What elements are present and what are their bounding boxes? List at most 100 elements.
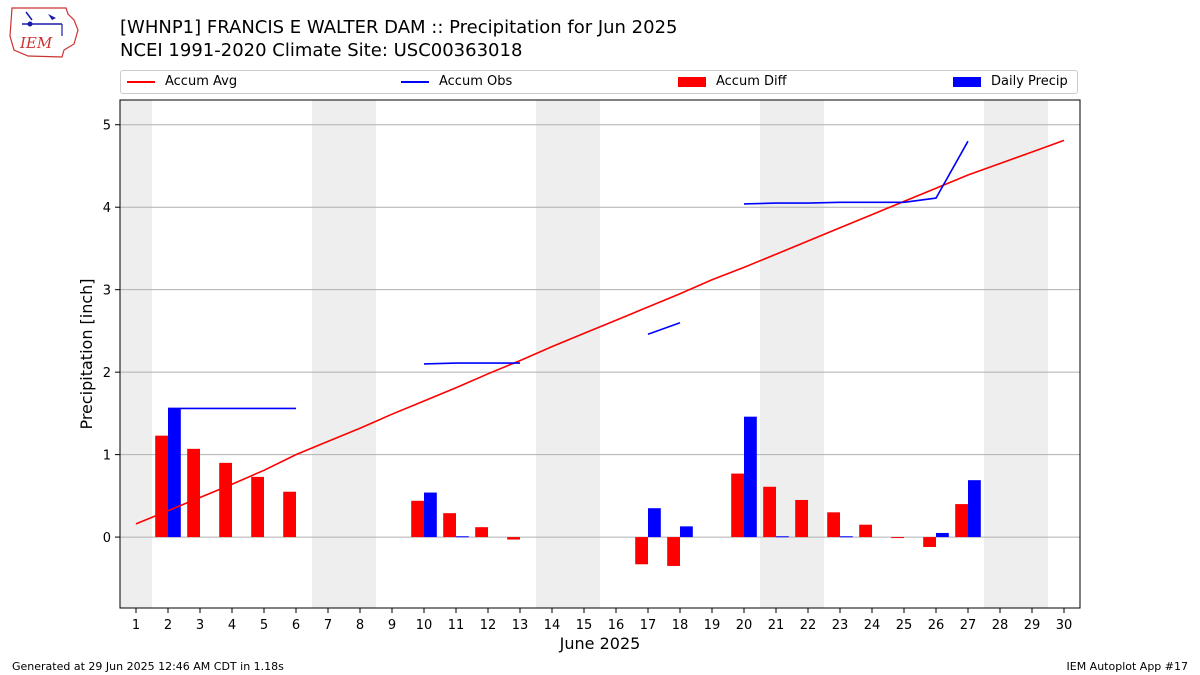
diff-bar (923, 537, 936, 547)
diff-bar (187, 448, 200, 538)
x-tick-label: 9 (388, 618, 396, 633)
x-tick-label: 10 (416, 618, 433, 633)
daily-precip-bar (776, 536, 789, 538)
x-tick-label: 22 (800, 618, 817, 633)
x-tick-label: 17 (640, 618, 657, 633)
y-tick-label: 0 (103, 531, 111, 546)
daily-precip-bar (680, 526, 693, 538)
daily-precip-bar (424, 492, 437, 538)
x-tick-label: 30 (1056, 618, 1073, 633)
diff-bar (667, 537, 680, 566)
footer-app: IEM Autoplot App #17 (1066, 660, 1189, 673)
x-tick-label: 26 (928, 618, 945, 633)
iem-logo: IEM (9, 7, 79, 58)
diff-bar (475, 527, 488, 538)
diff-bar (443, 513, 456, 538)
diff-bar (827, 512, 840, 538)
legend-label-accum-obs: Accum Obs (439, 74, 513, 89)
diff-bar (795, 499, 808, 538)
bars (155, 408, 981, 566)
legend-label-accum-diff: Accum Diff (716, 74, 787, 89)
x-tick-label: 3 (196, 618, 204, 633)
daily-precip-bar (456, 536, 469, 538)
x-tick-label: 8 (356, 618, 364, 633)
diff-bar (219, 462, 232, 538)
diff-bar (155, 435, 168, 538)
x-tick-label: 21 (768, 618, 785, 633)
diff-bar (763, 486, 776, 538)
x-tick-label: 23 (832, 618, 849, 633)
chart-title: [WHNP1] FRANCIS E WALTER DAM :: Precipit… (120, 17, 678, 38)
y-tick-label: 4 (103, 201, 111, 216)
y-tick-label: 1 (103, 449, 111, 464)
weekend-band (536, 100, 600, 608)
x-tick-label: 1 (132, 618, 140, 633)
diff-bar (251, 476, 264, 538)
gridlines (120, 124, 1080, 538)
chart-subtitle: NCEI 1991-2020 Climate Site: USC00363018 (120, 40, 523, 61)
diff-bar (283, 491, 296, 538)
footer-generated: Generated at 29 Jun 2025 12:46 AM CDT in… (12, 660, 284, 673)
plot-frame (119, 99, 1081, 609)
legend-swatch-daily-precip (953, 76, 981, 87)
x-tick-label: 6 (292, 618, 300, 633)
diff-bar (731, 473, 744, 538)
legend-item-daily-precip: Daily Precip (953, 74, 1068, 89)
x-axis-label: June 2025 (559, 634, 641, 653)
x-tick-label: 15 (576, 618, 593, 633)
legend-item-accum-diff: Accum Diff (678, 74, 787, 89)
daily-precip-bar (968, 480, 981, 538)
x-tick-label: 12 (480, 618, 497, 633)
x-tick-label: 11 (448, 618, 465, 633)
legend-swatch-accum-avg (127, 80, 155, 83)
y-tick-label: 3 (103, 284, 111, 299)
legend-item-accum-obs: Accum Obs (401, 74, 512, 89)
weekend-bands (120, 100, 1048, 608)
y-axis-label: Precipitation [inch] (77, 278, 96, 429)
x-tick-label: 16 (608, 618, 625, 633)
x-tick-label: 29 (1024, 618, 1041, 633)
legend-label-accum-avg: Accum Avg (165, 74, 238, 89)
legend-item-accum-avg: Accum Avg (127, 74, 237, 89)
weekend-band (984, 100, 1048, 608)
daily-precip-bar (168, 408, 181, 538)
daily-precip-bar (840, 536, 853, 538)
x-tick-label: 25 (896, 618, 913, 633)
x-tick-label: 4 (228, 618, 236, 633)
accum-obs-line (423, 362, 520, 365)
weekend-band (120, 100, 152, 608)
legend: Accum Avg Accum Obs Accum Diff Daily Pre… (120, 70, 1078, 94)
series-lines (135, 139, 1065, 525)
x-tick-label: 27 (960, 618, 977, 633)
x-tick-label: 19 (704, 618, 721, 633)
x-tick-label: 2 (164, 618, 172, 633)
x-tick-label: 7 (324, 618, 332, 633)
legend-swatch-accum-obs (401, 80, 429, 83)
y-tick-label: 2 (103, 366, 111, 381)
y-ticks: 0 1 2 3 4 5 (103, 119, 120, 546)
x-tick-label: 20 (736, 618, 753, 633)
diff-bar (859, 524, 872, 538)
diff-bar (955, 504, 968, 538)
x-tick-label: 28 (992, 618, 1009, 633)
legend-label-daily-precip: Daily Precip (991, 74, 1068, 89)
x-tick-label: 5 (260, 618, 268, 633)
y-tick-label: 5 (103, 119, 111, 134)
accum-avg-line (135, 139, 1065, 525)
diff-bar (507, 537, 520, 540)
diff-bar (891, 537, 904, 539)
x-tick-label: 18 (672, 618, 689, 633)
x-tick-label: 24 (864, 618, 881, 633)
accum-obs-line (743, 140, 969, 205)
weekend-band (312, 100, 376, 608)
x-tick-label: 14 (544, 618, 561, 633)
daily-precip-bar (936, 532, 949, 538)
daily-precip-bar (648, 508, 661, 538)
x-ticks: 1 2 3 4 5 6 7 8 9 10 11 12 13 14 15 16 17 18 19 20 21 22 23 24 2… (132, 608, 1072, 633)
daily-precip-bar (744, 416, 757, 538)
accum-obs-line (647, 321, 681, 335)
diff-bar (635, 537, 648, 565)
legend-swatch-accum-diff (678, 76, 706, 87)
x-tick-label: 13 (512, 618, 529, 633)
